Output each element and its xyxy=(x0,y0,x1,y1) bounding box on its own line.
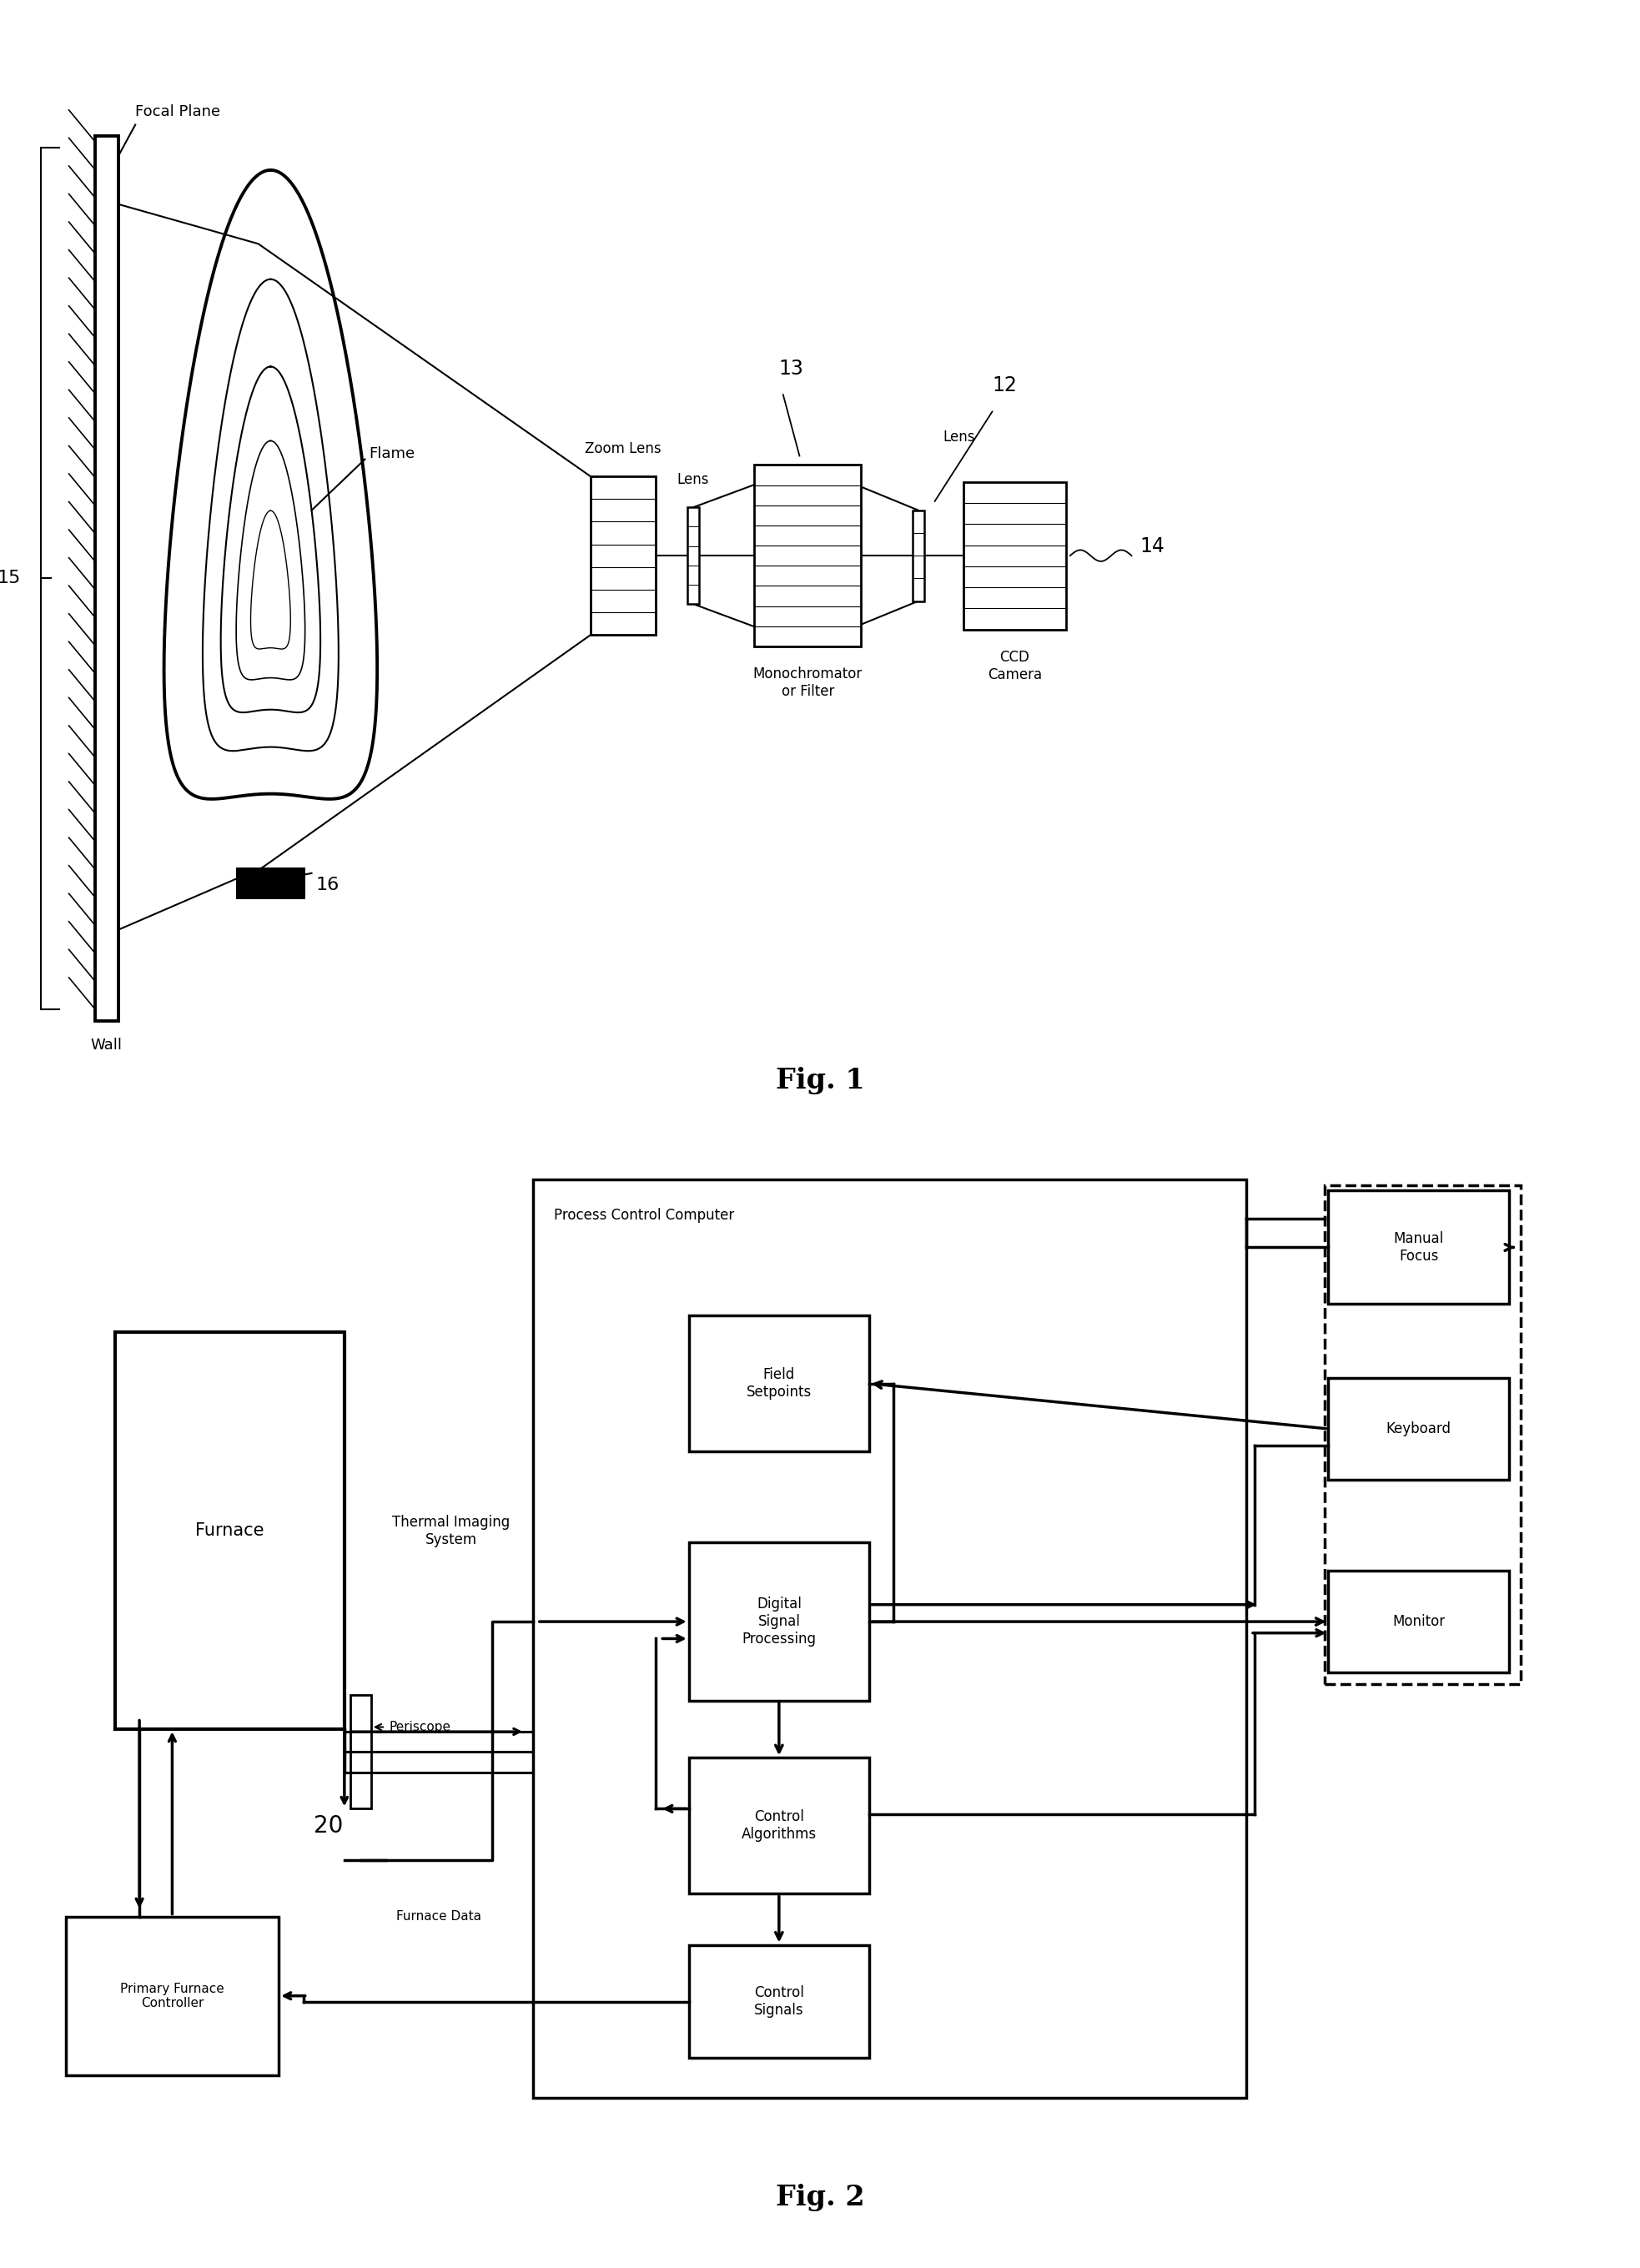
Text: Field
Setpoints: Field Setpoints xyxy=(746,1368,812,1399)
Text: 20: 20 xyxy=(313,1814,343,1837)
Bar xyxy=(687,508,699,603)
Bar xyxy=(66,1916,279,2075)
Bar xyxy=(115,1331,344,1728)
Text: 16: 16 xyxy=(315,875,339,894)
Bar xyxy=(236,866,305,898)
Text: Monochromator
or Filter: Monochromator or Filter xyxy=(753,667,863,699)
Text: Furnace Data: Furnace Data xyxy=(397,1910,481,1923)
Text: Zoom Lens: Zoom Lens xyxy=(585,440,661,456)
Bar xyxy=(1328,1569,1509,1674)
Text: Manual
Focus: Manual Focus xyxy=(1394,1232,1443,1263)
Text: 13: 13 xyxy=(779,358,804,379)
Text: Process Control Computer: Process Control Computer xyxy=(554,1207,733,1222)
Bar xyxy=(533,1179,1246,2098)
Bar xyxy=(351,1694,371,1810)
Text: Lens: Lens xyxy=(677,472,708,488)
Text: Digital
Signal
Processing: Digital Signal Processing xyxy=(741,1597,817,1647)
Text: Keyboard: Keyboard xyxy=(1386,1422,1451,1436)
Text: Fig. 2: Fig. 2 xyxy=(776,2184,864,2211)
Bar xyxy=(590,476,656,635)
Text: 15: 15 xyxy=(0,569,20,587)
Bar xyxy=(1325,1184,1522,1683)
Bar xyxy=(912,510,923,601)
Text: Control
Signals: Control Signals xyxy=(754,1984,804,2019)
Text: Primary Furnace
Controller: Primary Furnace Controller xyxy=(120,1982,225,2009)
Bar xyxy=(964,481,1066,628)
Text: Flame: Flame xyxy=(369,447,415,460)
Bar xyxy=(689,1944,869,2059)
Bar xyxy=(689,1542,869,1701)
Text: Wall: Wall xyxy=(90,1039,123,1052)
Text: Focal Plane: Focal Plane xyxy=(134,104,220,118)
Text: 12: 12 xyxy=(992,376,1017,395)
Text: 14: 14 xyxy=(1140,538,1164,556)
Bar xyxy=(689,1315,869,1452)
Bar xyxy=(1328,1377,1509,1479)
Bar xyxy=(689,1758,869,1894)
Text: CCD
Camera: CCD Camera xyxy=(987,649,1041,683)
Text: Periscope: Periscope xyxy=(390,1721,451,1733)
Text: Control
Algorithms: Control Algorithms xyxy=(741,1810,817,1842)
Text: Thermal Imaging
System: Thermal Imaging System xyxy=(392,1515,510,1547)
Bar xyxy=(95,136,118,1021)
Bar xyxy=(754,465,861,646)
Text: Lens: Lens xyxy=(943,429,976,445)
Bar xyxy=(1328,1191,1509,1304)
Text: Monitor: Monitor xyxy=(1392,1615,1445,1628)
Text: Fig. 1: Fig. 1 xyxy=(776,1066,864,1095)
Text: Furnace: Furnace xyxy=(195,1522,264,1540)
